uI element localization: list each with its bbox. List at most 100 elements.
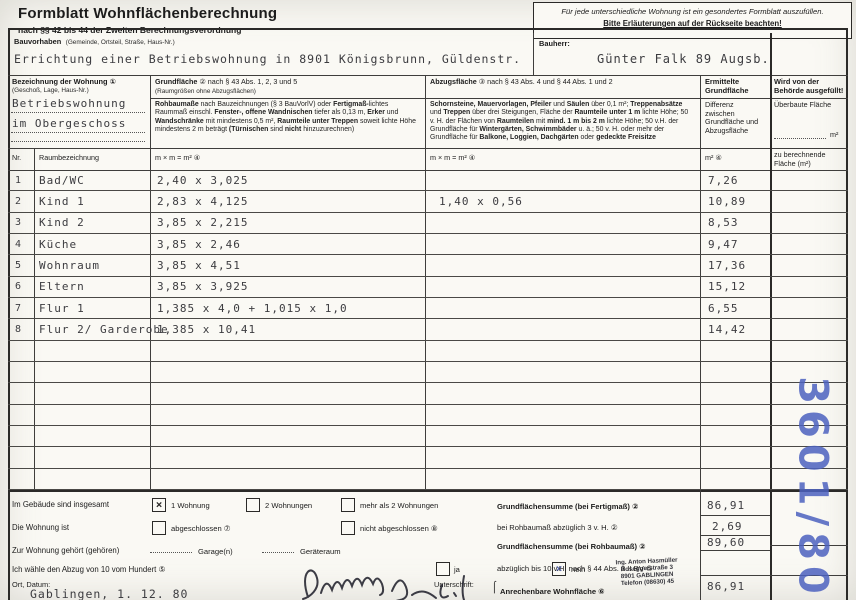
row-grundflaeche-masse: 3,85 x 2,46: [157, 237, 241, 251]
table-row: 4 Küche 3,85 x 2,46 9,47: [8, 234, 848, 256]
row-grundflaeche-masse: 3,85 x 2,215: [157, 216, 249, 230]
unterschrift-label: Unterschrift:: [434, 580, 474, 589]
table-row: [8, 383, 848, 405]
checkbox-abgeschlossen[interactable]: [152, 521, 166, 535]
bauherr-label: Bauherr:: [539, 39, 570, 48]
form-frame: [8, 28, 848, 600]
brace-mark: ⌠: [491, 581, 498, 593]
behoerde-zu-berechnende: zu berechnende Fläche (m²): [774, 150, 826, 168]
row-ermittelte-grundflaeche: 14,42: [708, 322, 747, 336]
divider: [770, 33, 772, 600]
checkbox-mehr-wohnungen[interactable]: [341, 498, 355, 512]
gebaeude-label: Im Gebäude sind insgesamt: [12, 500, 110, 509]
divider: [700, 515, 770, 516]
checkbox-2-wohnungen[interactable]: [246, 498, 260, 512]
row-grundflaeche-masse: 1,385 x 10,41: [157, 322, 257, 336]
checkbox-nicht-abgeschlossen[interactable]: [341, 521, 355, 535]
wohnung-col-hint: (Geschoß, Lage, Haus-Nr.): [12, 87, 89, 94]
wohnung-col-label: Bezeichnung der Wohnung ①: [12, 77, 116, 86]
page-title: Formblatt Wohnflächenberechnung: [18, 5, 278, 22]
writing-line: [774, 128, 826, 139]
divider: [8, 170, 848, 171]
rohbau-label: Grundflächensumme (bei Rohbaumaß) ②: [497, 542, 646, 551]
row-nr: 7: [15, 302, 22, 314]
checkbox-1-wohnung[interactable]: ×: [152, 498, 166, 512]
behoerde-label: Wird von der Behörde ausgefüllt!: [774, 77, 844, 95]
ermittelte-label-line1: Ermittelte: [705, 77, 740, 86]
row-raumbezeichnung: Flur 1: [39, 301, 85, 315]
notice-line2: Bitte Erläuterungen auf der Rückseite be…: [603, 19, 782, 28]
row-raumbezeichnung: Flur 2/ Garderobe: [39, 322, 169, 336]
table-row: 8 Flur 2/ Garderobe 1,385 x 10,41 14,42: [8, 319, 848, 341]
table-row: 3 Kind 2 3,85 x 2,215 8,53: [8, 213, 848, 234]
row-abzugsflaeche-masse: 1,40 x 0,56: [439, 194, 523, 208]
fertigmass-value: 86,91: [707, 499, 746, 512]
row-nr: 1: [15, 174, 22, 186]
table-row: 6 Eltern 3,85 x 3,925 15,12: [8, 277, 848, 298]
behoerde-ueberbaut: Überbaute Fläche: [774, 100, 832, 109]
divider: [770, 545, 848, 546]
checkbox-nein-label: nein: [571, 565, 586, 574]
rohbau-abzug-label: bei Rohbaumaß abzüglich 3 v. H. ②: [497, 523, 618, 532]
divider: [533, 33, 534, 75]
row-ermittelte-grundflaeche: 15,12: [708, 280, 747, 294]
subheader-dims-grund: m × m = m² ④: [155, 153, 201, 162]
abzug-col-desc: Schornsteine, Mauervorlagen, Pfeiler und…: [430, 101, 689, 142]
wohnung-value-line2: im Obergeschoss: [12, 117, 127, 130]
grund-col-header: Grundfläche ② nach § 43 Abs. 1, 2, 3 und…: [155, 77, 298, 86]
row-ermittelte-grundflaeche: 8,53: [708, 216, 739, 230]
divider: [150, 98, 848, 99]
writing-line: [11, 100, 145, 113]
abzug10-sum-label: abzüglich bis 10 v.H. nach § 44 Abs. 3 I…: [497, 564, 653, 573]
divider: [8, 490, 848, 492]
subheader-nr: Nr.: [12, 153, 22, 162]
writing-line: [262, 552, 294, 553]
row-grundflaeche-masse: 3,85 x 4,51: [157, 258, 241, 272]
behoerde-m2: m²: [830, 130, 839, 139]
table-row: 7 Flur 1 1,385 x 4,0 + 1,015 x 1,0 6,55: [8, 298, 848, 320]
checkbox-abgeschlossen-label: abgeschlossen ⑦: [171, 524, 231, 533]
row-raumbezeichnung: Eltern: [39, 280, 85, 294]
wohnungist-label: Die Wohnung ist: [12, 523, 70, 532]
fertigmass-label: Grundflächensumme (bei Fertigmaß) ②: [497, 502, 639, 511]
grund-col-hint: (Raumgrößen ohne Abzugsflächen): [155, 88, 256, 95]
row-raumbezeichnung: Küche: [39, 237, 78, 251]
signature[interactable]: [290, 563, 490, 600]
divider: [8, 75, 848, 76]
row-ermittelte-grundflaeche: 7,26: [708, 173, 739, 187]
checkbox-mehr-wohnungen-label: mehr als 2 Wohnungen: [360, 501, 439, 510]
ort-datum-value: Gablingen, 1. 12. 80: [30, 587, 189, 600]
table-row: [8, 447, 848, 469]
row-raumbezeichnung: Bad/WC: [39, 173, 85, 187]
row-ermittelte-grundflaeche: 6,55: [708, 301, 739, 315]
subheader-m2: m² ④: [705, 153, 722, 162]
divider: [425, 75, 426, 490]
geraeteraum-label: Geräteraum: [300, 547, 341, 556]
abzug-col-header: Abzugsfläche ③ nach § 43 Abs. 4 und § 44…: [430, 77, 613, 86]
row-nr: 2: [15, 195, 22, 207]
checkbox-ja-label: ja: [454, 565, 460, 574]
ermittelte-desc: Differenz zwischen Grundfläche und Abzug…: [705, 100, 759, 135]
table-rows: 1 Bad/WC 2,40 x 3,025 7,26 2 Kind 1 2,83…: [8, 170, 848, 490]
checkbox-nein[interactable]: ×: [552, 562, 566, 576]
divider: [150, 75, 151, 490]
table-row: 1 Bad/WC 2,40 x 3,025 7,26: [8, 170, 848, 192]
page-subtitle: nach §§ 42 bis 44 der Zweiten Berechnung…: [18, 25, 242, 35]
wohnflaeche-value: 86,91: [707, 580, 746, 593]
gehoert-label: Zur Wohnung gehört (gehören): [12, 546, 120, 555]
bauherr-value: Günter Falk 89 Augsb.: [597, 52, 770, 66]
checkbox-nicht-abgeschlossen-label: nicht abgeschlossen ⑧: [360, 524, 438, 533]
table-row: [8, 341, 848, 362]
table-row: [8, 362, 848, 384]
row-nr: 5: [15, 259, 22, 271]
writing-line: [11, 140, 145, 142]
row-raumbezeichnung: Wohnraum: [39, 258, 100, 272]
bauvorhaben-label: Bauvorhaben (Gemeinde, Ortsteil, Straße,…: [14, 37, 175, 46]
row-ermittelte-grundflaeche: 9,47: [708, 237, 739, 251]
ort-datum-label: Ort, Datum:: [12, 580, 51, 589]
row-grundflaeche-masse: 1,385 x 4,0 + 1,015 x 1,0: [157, 301, 348, 315]
row-grundflaeche-masse: 2,83 x 4,125: [157, 194, 249, 208]
checkbox-ja[interactable]: [436, 562, 450, 576]
row-nr: 6: [15, 281, 22, 293]
